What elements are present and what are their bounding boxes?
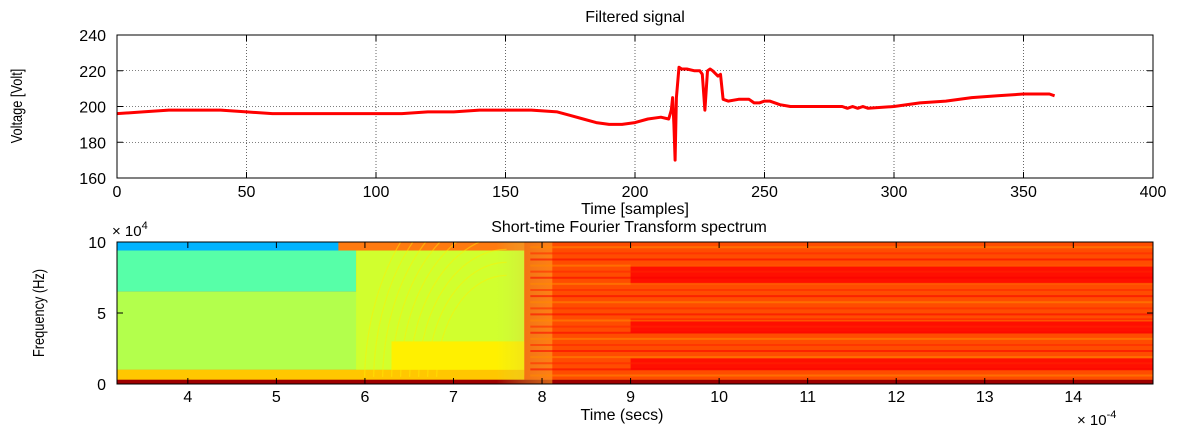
heatmap-chart: Short-time Fourier Transform spectrum × … (31, 219, 1154, 429)
heatmap-cell (117, 242, 339, 251)
x-tick-label: 5 (272, 389, 281, 406)
x-axis-label: Time (secs) (581, 407, 664, 424)
x-tick-label: 14 (1064, 389, 1082, 406)
y-tick-label: 240 (79, 28, 106, 45)
x-axis: 0 50 100 150 200 250 300 350 400 (113, 35, 1167, 201)
interference-arc (427, 261, 507, 377)
heatmap-cell (117, 250, 357, 292)
interference-arc (409, 242, 482, 377)
plot-area (117, 35, 1153, 178)
interference-arc (436, 274, 507, 377)
y-tick-label: 10 (88, 235, 106, 252)
y-tick-label: 160 (79, 171, 106, 188)
x-tick-label: 100 (363, 184, 390, 201)
y-axis: 160 180 200 220 240 (79, 28, 1153, 188)
x-tick-label: 4 (183, 389, 192, 406)
x-tick-label: 9 (626, 389, 635, 406)
x-tick-label: 10 (710, 389, 728, 406)
x-tick-label: 50 (238, 184, 256, 201)
x-multiplier: × 10-4 (1077, 409, 1116, 429)
x-tick-label: 200 (622, 184, 649, 201)
x-tick-label: 350 (1010, 184, 1037, 201)
x-tick-label: 13 (976, 389, 994, 406)
heatmap-texture (364, 242, 1153, 384)
x-axis-label: Time [samples] (581, 201, 689, 218)
y-axis-label: Voltage [Volt] (9, 69, 27, 144)
chart-title: Filtered signal (585, 9, 685, 26)
x-tick-label: 8 (538, 389, 547, 406)
interference-arc (364, 242, 402, 377)
interference-arc (382, 242, 427, 377)
y-tick-label: 200 (79, 100, 106, 117)
interference-arc (373, 242, 414, 377)
x-tick-label: 11 (799, 389, 816, 406)
x-tick-label: 12 (887, 389, 905, 406)
interference-arc (418, 248, 507, 377)
x-tick-label: 250 (751, 184, 778, 201)
x-tick-label: 150 (492, 184, 519, 201)
y-axis: 0 5 10 (88, 235, 1153, 394)
x-axis: 4 5 6 7 8 9 10 11 12 13 14 (183, 242, 1082, 406)
y-tick-label: 220 (79, 64, 106, 81)
y-axis-label: Frequency (Hz) (31, 269, 49, 357)
y-tick-label: 180 (79, 135, 106, 152)
x-tick-label: 300 (881, 184, 908, 201)
heatmap-cell (117, 369, 525, 380)
series (117, 65, 1056, 162)
x-tick-label: 0 (113, 184, 122, 201)
y-multiplier: × 104 (112, 220, 148, 240)
interference-arc (391, 242, 441, 377)
interference-arc (400, 242, 458, 377)
y-tick-label: 5 (97, 306, 106, 323)
heatmap-cell (117, 379, 1153, 384)
line-chart: Filtered signal 0 50 100 150 200 250 300 350 400… (9, 9, 1167, 218)
chart-title: Short-time Fourier Transform spectrum (491, 219, 767, 236)
heatmap-cell (630, 264, 1153, 285)
series-line (117, 65, 1056, 162)
y-tick-label: 0 (97, 377, 106, 394)
x-tick-label: 6 (360, 389, 369, 406)
heatmap-cell (117, 291, 392, 370)
x-tick-label: 400 (1140, 184, 1167, 201)
x-tick-label: 7 (449, 389, 458, 406)
